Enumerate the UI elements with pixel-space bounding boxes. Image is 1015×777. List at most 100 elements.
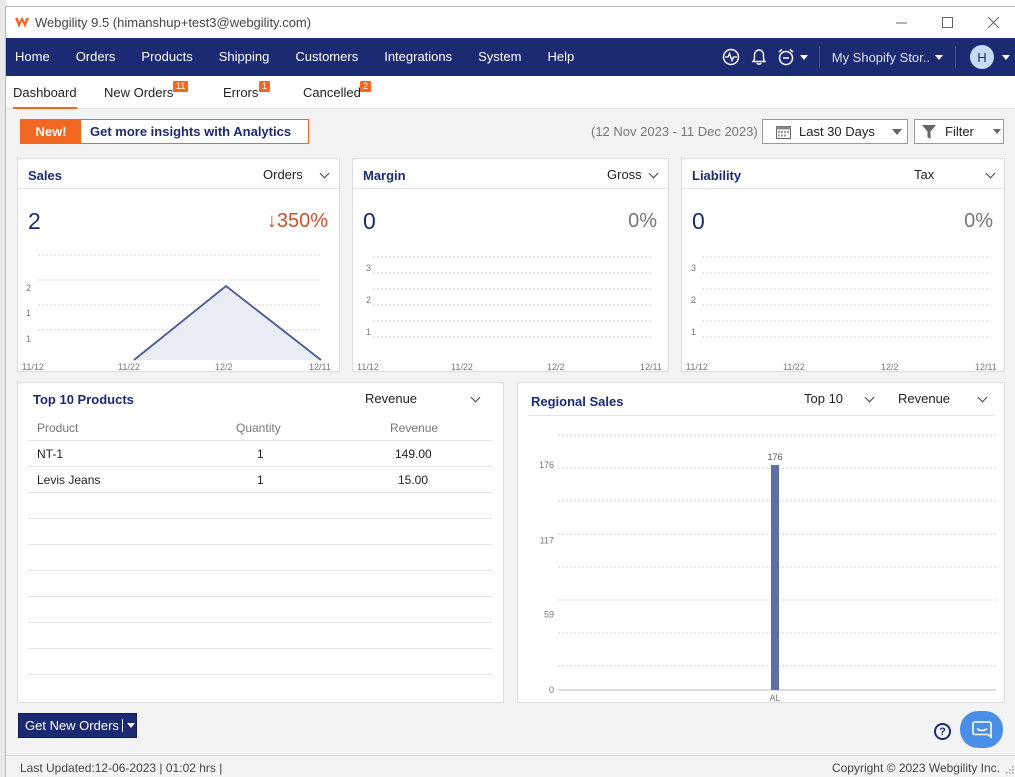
nav-orders[interactable]: Orders [75, 49, 116, 64]
card-divider [353, 188, 668, 189]
column-header-product: Product [37, 421, 79, 435]
store-caret-icon [935, 54, 943, 60]
x-tick: 11/22 [783, 362, 805, 371]
cell-revenue: 15.00 [398, 473, 429, 487]
get-new-orders-button[interactable]: Get New Orders [18, 713, 137, 738]
x-tick: 11/22 [118, 362, 140, 371]
alarm-caret-icon [800, 54, 809, 60]
alarm-clock-icon [778, 48, 794, 66]
cell-product: NT-1 [37, 447, 64, 461]
sales-line [133, 284, 322, 361]
chevron-down-icon [864, 392, 875, 403]
tab-label: Errors [223, 85, 259, 100]
table-row-empty [28, 493, 492, 519]
resize-grip-icon[interactable] [1004, 766, 1014, 776]
table-row-empty [28, 597, 492, 623]
promo-text: Get more insights with Analytics [90, 124, 292, 139]
dropdown-value: Gross [607, 167, 642, 182]
maximize-button[interactable] [924, 7, 970, 38]
activity-button[interactable] [717, 38, 745, 76]
x-tick: 11/12 [357, 362, 379, 371]
card-divider [528, 415, 994, 416]
desktop-background [0, 0, 6, 777]
chevron-down-icon [319, 168, 330, 179]
tab-new-orders[interactable]: New Orders [104, 76, 173, 109]
filter-dropdown[interactable]: Filter [914, 119, 1004, 144]
y-tick: 0 [549, 685, 554, 695]
split-caret-icon [126, 723, 135, 728]
x-tick: 12/2 [215, 362, 233, 371]
nav-home[interactable]: Home [15, 49, 50, 64]
margin-card: Margin Gross 0 0% 3 2 1 11/12 11/22 12/2… [352, 158, 669, 372]
column-header-quantity: Quantity [236, 421, 281, 435]
user-menu[interactable]: H [962, 45, 1015, 69]
minimize-icon [895, 22, 907, 24]
maximize-icon [941, 17, 953, 28]
table-row[interactable]: NT-1 1 149.00 [28, 441, 492, 467]
calendar-icon [776, 125, 791, 139]
table-row[interactable]: Levis Jeans 1 15.00 [28, 467, 492, 493]
card-title: Regional Sales [531, 394, 624, 409]
chevron-down-icon [648, 168, 659, 179]
minimize-button[interactable] [878, 7, 924, 38]
y-tick: 59 [544, 610, 554, 620]
chevron-down-icon [985, 168, 996, 179]
y-tick: 176 [539, 460, 554, 470]
nav-integrations[interactable]: Integrations [384, 49, 453, 64]
margin-chart: 3 2 1 11/12 11/22 12/2 12/11 [357, 256, 662, 371]
x-tick: 12/11 [975, 362, 997, 371]
date-range-text: (12 Nov 2023 - 11 Dec 2023) [591, 124, 758, 139]
x-tick: 12/2 [881, 362, 899, 371]
y-tick: 1 [26, 334, 31, 344]
nav-system[interactable]: System [478, 49, 522, 64]
period-dropdown[interactable]: Last 30 Days [762, 119, 908, 144]
dropdown-value: Revenue [365, 391, 418, 406]
liability-chart: 3 2 1 11/12 11/22 12/2 12/11 [686, 256, 997, 371]
tab-cancelled[interactable]: Cancelled [303, 76, 361, 109]
y-tick: 3 [366, 263, 371, 273]
alarm-button[interactable] [773, 38, 813, 76]
sales-card: Sales Orders 2 ↓350% 2 1 1 11/12 11/22 1… [17, 158, 340, 372]
table-row-empty [28, 545, 492, 571]
card-title: Sales [28, 168, 62, 183]
chat-button[interactable] [960, 711, 1003, 748]
main-nav: Home Orders Products Shipping Customers … [6, 38, 1015, 76]
avatar: H [970, 45, 994, 69]
button-label: Get New Orders [25, 718, 119, 733]
card-divider [682, 188, 1004, 189]
nav-customers[interactable]: Customers [295, 49, 359, 64]
nav-shipping[interactable]: Shipping [218, 49, 270, 64]
notifications-button[interactable] [745, 38, 773, 76]
help-icon[interactable]: ? [934, 723, 951, 740]
bar-al[interactable] [771, 465, 779, 690]
cell-quantity: 1 [257, 447, 264, 461]
liability-card: Liability Tax 0 0% 3 2 1 11/12 11/22 12/… [681, 158, 1005, 372]
sales-change: ↓350% [266, 210, 328, 232]
dropdown-value: Top 10 [804, 391, 844, 406]
close-icon [987, 17, 999, 28]
regional-sales-chart: 176 117 59 0 176 AL [539, 434, 996, 703]
y-tick: 1 [26, 308, 31, 318]
cancelled-badge: 2 [360, 81, 372, 92]
tab-errors[interactable]: Errors [223, 76, 258, 109]
dashboard-tabs: Dashboard New Orders 11 Errors 1 Cancell… [6, 76, 1015, 109]
store-name: My Shopify Stor.. [831, 49, 930, 65]
card-title: Liability [692, 168, 742, 183]
close-button[interactable] [970, 7, 1015, 38]
store-selector[interactable]: My Shopify Stor.. [826, 50, 949, 65]
button-divider [121, 719, 123, 732]
x-tick: 11/12 [686, 362, 708, 371]
tab-dashboard[interactable]: Dashboard [13, 76, 77, 109]
chevron-down-icon [977, 392, 988, 403]
sales-value: 2 [28, 208, 41, 234]
filter-caret-icon [992, 129, 1001, 134]
analytics-promo-banner[interactable]: New! Get more insights with Analytics [20, 119, 309, 144]
x-tick: 12/11 [309, 362, 331, 371]
y-tick: 2 [26, 283, 31, 293]
nav-help[interactable]: Help [547, 49, 575, 64]
nav-divider [818, 46, 820, 68]
y-tick: 1 [366, 327, 371, 337]
period-value: Last 30 Days [799, 124, 875, 139]
app-window: Webgility 9.5 (himanshup+test3@webgility… [5, 6, 1015, 777]
nav-products[interactable]: Products [141, 49, 193, 64]
